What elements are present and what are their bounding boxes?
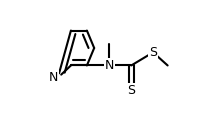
Text: N: N	[48, 71, 58, 84]
Text: S: S	[149, 46, 157, 59]
Text: N: N	[105, 59, 114, 72]
Text: S: S	[127, 84, 135, 97]
